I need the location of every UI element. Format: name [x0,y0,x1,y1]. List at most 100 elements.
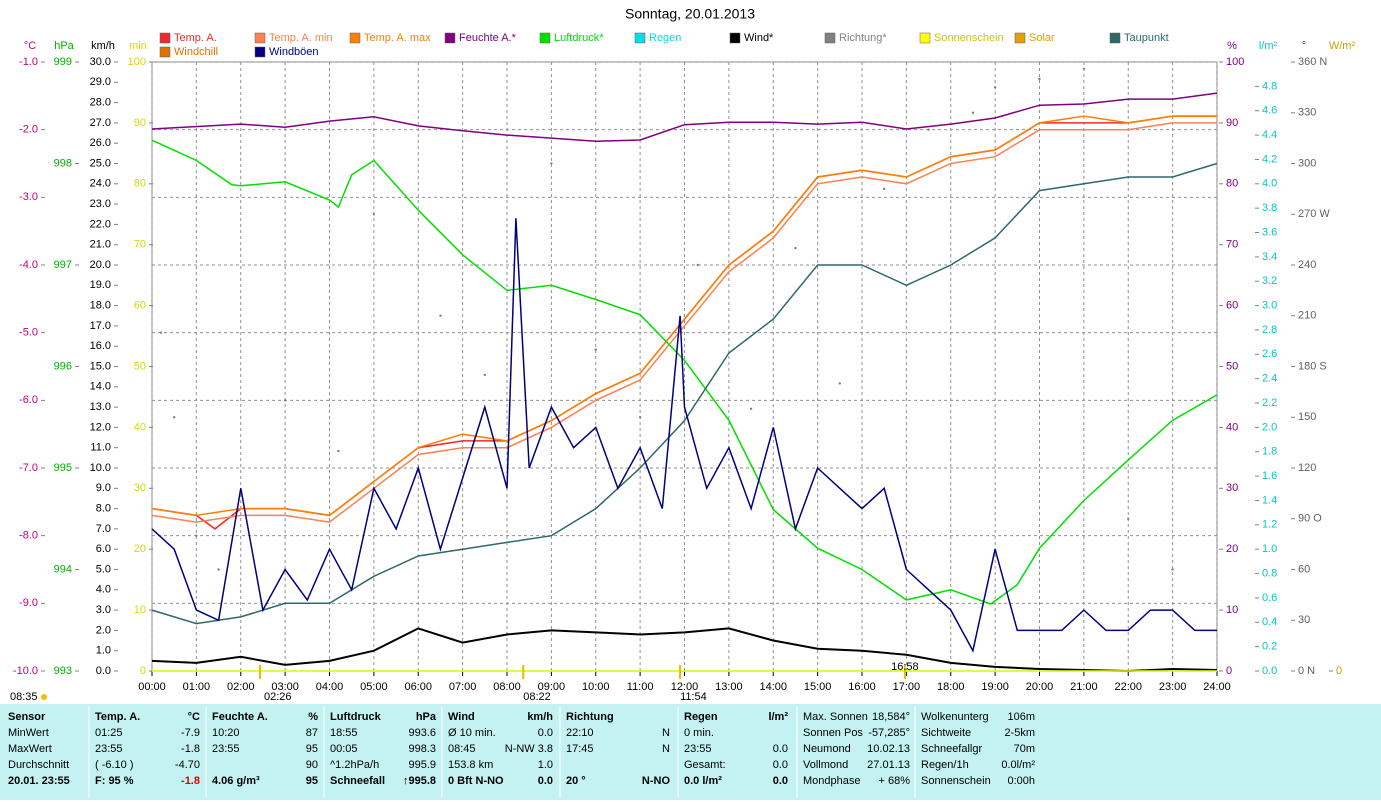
summary-cell: -4.70 [175,759,200,771]
y-tick-label: 270 W [1298,208,1330,220]
summary-cell: 18:55 [330,727,358,739]
direction-dot [838,382,842,385]
direction-dot [195,534,198,537]
y-tick-label: -6.0 [19,394,38,406]
x-tick-label: 05:00 [360,681,388,693]
summary-cell: Regen [684,711,718,723]
y-tick-label: 8.0 [96,503,111,515]
direction-dot [927,128,930,131]
y-tick-label: 70 [1226,239,1238,251]
y-tick-label: 100 [128,56,146,68]
summary-cell: MinWert [8,727,49,739]
legend-swatch [634,32,646,44]
y-tick-label: 3.4 [1262,251,1277,263]
direction-dot [217,568,220,571]
y-tick-label: 25.0 [90,157,111,169]
sunrise-label: 08:35 [10,691,38,703]
direction-dot [372,213,376,216]
y-tick-label: 28.0 [90,97,111,109]
summary-cell: Schneefallgr [921,743,982,755]
summary-cell: Sonnenschein [921,775,991,787]
y-tick-label: 995 [54,462,72,474]
x-tick-label: 17:00 [893,681,921,693]
y-tick-label: 0 N [1298,665,1315,677]
y-tick-label: 20 [134,543,146,555]
y-tick-label: 30.0 [90,56,111,68]
axis-label: % [1227,40,1237,52]
summary-cell: Wolkenunterg [921,711,989,723]
legend-swatch [159,32,171,44]
summary-cell: 0.0 l/m² [684,775,722,787]
y-tick-label: -9.0 [19,597,38,609]
y-tick-label: 0 [1336,665,1342,677]
legend-swatch [1109,32,1121,44]
series-line [151,162,1218,625]
summary-cell: 20 ° [566,775,586,787]
series-line [151,627,1218,673]
y-tick-label: 2.2 [1262,397,1277,409]
direction-dot [594,348,597,351]
axis-label: min [129,40,147,52]
y-tick-label: 10 [1226,604,1238,616]
x-tick-label: 15:00 [804,681,832,693]
y-tick-label: 70 [134,239,146,251]
summary-cell: 95 [306,775,318,787]
series-line [151,122,1217,523]
x-tick-label: 01:00 [183,681,211,693]
direction-dot [483,373,487,377]
x-tick-label: 02:00 [227,681,255,693]
y-tick-label: 15.0 [90,360,111,372]
x-tick-label: 14:00 [759,681,787,693]
x-tick-label: 04:00 [316,681,344,693]
y-tick-label: 12.0 [90,421,111,433]
y-tick-label: 330 [1298,107,1316,119]
summary-cell: -1.8 [181,775,200,787]
summary-cell: km/h [527,711,553,723]
y-tick-label: 7.0 [96,523,111,535]
y-tick-label: -8.0 [19,530,38,542]
legend-label: Feuchte A.* [459,32,517,44]
x-tick-label: 11:00 [627,681,654,693]
y-tick-label: 120 [1298,462,1316,474]
summary-cell: hPa [416,711,437,723]
y-tick-label: 1.6 [1262,470,1277,482]
y-tick-label: 20 [1226,543,1238,555]
x-tick-label: 24:00 [1203,681,1231,693]
x-tick-label: 03:00 [271,681,299,693]
y-tick-label: 80 [1226,178,1238,190]
series-line [151,92,1218,142]
axis-label: hPa [54,40,74,52]
x-tick-label: 07:00 [449,681,477,693]
y-tick-label: 300 [1298,157,1316,169]
summary-cell: N [662,743,670,755]
x-tick-label: 00:00 [138,681,166,693]
y-tick-label: 90 O [1298,513,1322,525]
x-tick-label: 13:00 [715,681,743,693]
summary-cell: 23:55 [684,743,712,755]
y-tick-label: 11.0 [90,442,111,454]
x-tick-label: 12:00 [671,681,699,693]
chart-title: Sonntag, 20.01.2013 [625,6,755,22]
y-tick-label: 17.0 [90,320,111,332]
summary-cell: 27.01.13 [867,759,910,771]
x-tick-label: 10:00 [582,681,610,693]
summary-cell: 0 min. [684,727,714,739]
y-tick-label: 4.8 [1262,80,1277,92]
y-tick-label: 1.0 [96,645,111,657]
direction-dot [882,187,886,191]
time-marker-label: 16:58 [891,661,919,673]
legend-label: Richtung* [839,32,887,44]
y-tick-label: 994 [54,563,72,575]
direction-dot [1038,77,1041,81]
y-tick-label: 29.0 [90,76,111,88]
y-tick-label: 27.0 [90,117,111,129]
summary-cell: 0:00h [1007,775,1035,787]
y-tick-label: 30 [1226,482,1238,494]
legend-swatch [1014,32,1026,44]
direction-dot [550,162,553,165]
y-tick-label: 4.0 [1262,178,1277,190]
summary-cell: 0.0 [773,759,788,771]
summary-cell: 10:20 [212,727,240,739]
legend-label: Temp. A. min [269,32,333,44]
summary-cell: -57,285° [868,727,910,739]
